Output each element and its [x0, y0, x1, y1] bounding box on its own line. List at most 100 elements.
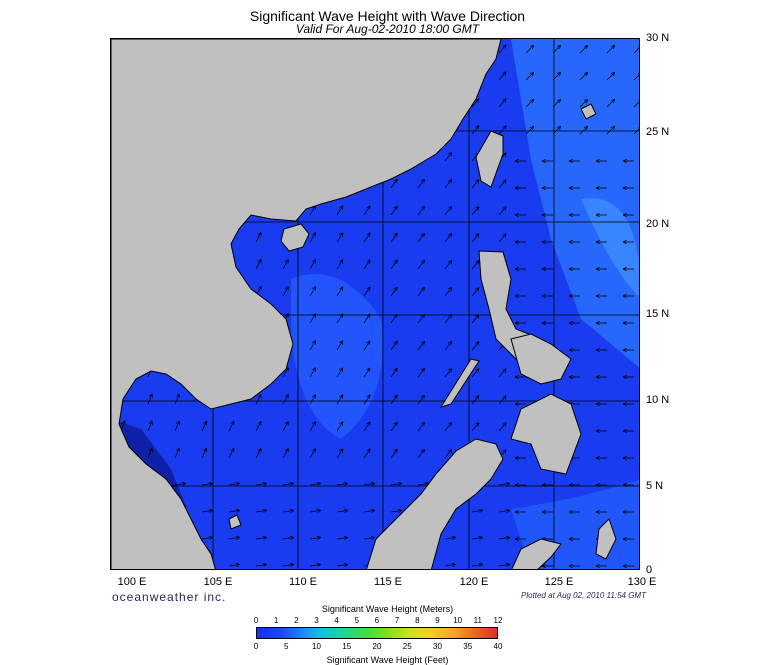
wave-direction-arrow [622, 320, 634, 326]
wave-direction-arrow [568, 212, 580, 218]
wave-direction-arrow [336, 562, 349, 567]
land [111, 39, 617, 569]
wave-direction-arrow [471, 508, 484, 513]
wave-direction-arrow [568, 320, 580, 326]
wave-direction-arrow [622, 212, 634, 218]
wave-direction-arrow [498, 395, 507, 405]
wave-direction-arrow [282, 448, 289, 459]
wave-direction-arrow [622, 266, 634, 272]
wave-direction-arrow [201, 535, 214, 540]
wave-direction-arrow [282, 562, 295, 567]
land-ryukyu-islands [580, 103, 597, 120]
wave-direction-arrow [595, 563, 607, 569]
wave-direction-arrow [471, 260, 480, 270]
wave-direction-arrow [390, 232, 398, 243]
wave-direction-arrow [552, 98, 562, 108]
wave-direction-arrow [498, 44, 507, 54]
wave-direction-arrow [444, 287, 453, 297]
colorbar-meter-tick: 1 [273, 616, 279, 625]
wave-direction-arrow [174, 393, 180, 405]
wave-direction-arrow [514, 482, 526, 488]
lon-label: 110 E [289, 576, 317, 588]
wave-direction-arrow [541, 158, 553, 164]
wave-direction-arrow [417, 232, 425, 243]
land-hainan [280, 223, 310, 252]
colorbar [256, 627, 498, 639]
wave-direction-arrow [471, 125, 480, 135]
wave-direction-arrow [633, 45, 639, 54]
wave-direction-arrow [606, 98, 616, 108]
wave-direction-arrow [282, 286, 289, 297]
wave-direction-arrow [282, 394, 289, 405]
wave-direction-arrow [147, 393, 153, 405]
wave-direction-arrow [255, 535, 268, 540]
wave-direction-arrow [174, 420, 180, 432]
wave-direction-arrow [309, 535, 322, 540]
wave-direction-arrow [471, 341, 480, 351]
colorbar-feet-tick: 15 [342, 642, 352, 651]
wave-direction-arrow [579, 71, 589, 81]
brand-logo-text: oceanweather inc. [112, 590, 227, 604]
wave-direction-arrow [579, 98, 589, 108]
wave-direction-arrow [622, 239, 634, 245]
wave-direction-arrow [514, 185, 526, 191]
colorbar-meter-tick: 3 [314, 616, 319, 625]
wave-direction-arrow [568, 239, 580, 245]
wave-direction-arrow [255, 508, 268, 513]
wave-direction-arrow [417, 259, 425, 270]
wave-direction-arrow [228, 481, 241, 486]
wave-direction-arrow [147, 420, 153, 432]
wave-direction-arrow [444, 206, 453, 216]
wave-direction-arrow [336, 448, 344, 459]
colorbar-feet-tick: 0 [253, 642, 259, 651]
wave-direction-arrow [595, 428, 607, 434]
wave-direction-arrow [417, 286, 425, 297]
wave-direction-arrow [336, 205, 344, 216]
colorbar-feet-tick: 25 [402, 642, 412, 651]
wave-direction-arrow [514, 401, 526, 407]
wave-direction-arrow [606, 44, 616, 54]
wave-direction-arrow [595, 239, 607, 245]
wave-direction-arrow [336, 340, 344, 351]
wave-direction-arrow [622, 347, 634, 353]
wave-direction-arrow [541, 239, 553, 245]
wave-direction-arrow [498, 233, 507, 243]
wave-direction-arrow [498, 71, 507, 81]
wave-direction-arrow [363, 508, 376, 513]
lat-label: 5 N [646, 480, 664, 492]
lon-label: 125 E [544, 576, 574, 588]
wave-direction-arrow [336, 508, 349, 513]
wave-direction-arrow [568, 347, 580, 353]
land-asia-mainland [111, 39, 502, 569]
wave-direction-arrow [541, 563, 553, 569]
colorbar-feet-tick: 30 [433, 642, 442, 651]
wave-direction-arrow [201, 481, 214, 486]
wave-direction-arrow [622, 374, 634, 380]
wave-direction-arrow [147, 447, 153, 459]
wave-direction-arrow [390, 508, 403, 513]
colorbar-meter-tick: 11 [473, 616, 482, 625]
wave-direction-arrow [309, 421, 316, 432]
wave-direction-arrow [595, 347, 607, 353]
wave-direction-arrow [552, 44, 562, 54]
lat-label: 20 N [646, 218, 670, 230]
lat-label: 10 N [646, 394, 670, 406]
wave-direction-arrow [568, 374, 580, 380]
wave-direction-arrow [201, 508, 214, 513]
wave-direction-arrow [633, 72, 639, 81]
wave-direction-arrow [595, 482, 607, 488]
wave-direction-arrow [444, 314, 453, 324]
wave-direction-arrow [622, 428, 634, 434]
wave-direction-arrow [336, 367, 344, 378]
wave-direction-arrow [363, 313, 371, 324]
land-taiwan [475, 130, 504, 188]
wave-direction-arrow [498, 179, 507, 189]
wave-direction-arrow [444, 562, 457, 567]
wave-direction-arrow [471, 368, 480, 378]
colorbar-meter-tick: 4 [334, 616, 339, 625]
colorbar-meter-tick: 9 [435, 616, 440, 625]
wave-direction-arrow [390, 481, 403, 486]
wave-direction-arrow [336, 481, 349, 486]
wave-direction-arrow [417, 340, 425, 351]
wave-direction-arrow [552, 71, 562, 81]
